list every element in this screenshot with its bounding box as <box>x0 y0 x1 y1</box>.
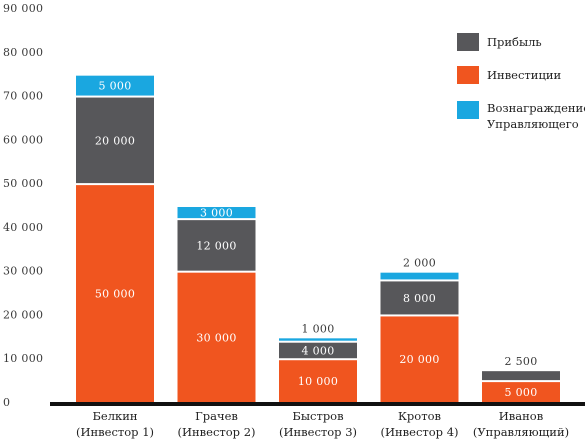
data-label: 1 000 <box>302 322 335 335</box>
legend-swatch <box>457 33 479 51</box>
data-labels-layer: 50 000 20 000 5 000 30 000 12 000 3 000 10 000… <box>95 80 538 399</box>
bar-segment <box>380 272 459 280</box>
bar-segment <box>380 316 459 402</box>
bar-segment <box>76 75 154 96</box>
legend-swatch <box>457 101 479 119</box>
y-tick-label: 90 000 <box>3 2 43 15</box>
bar-segment <box>380 281 459 315</box>
legend-label: Управляющего <box>487 117 579 131</box>
x-tick-label: Быстров <box>292 409 343 423</box>
data-label: 30 000 <box>196 331 236 344</box>
legend-label: Прибыль <box>487 35 542 49</box>
bar-segment <box>177 207 256 219</box>
bar-segment <box>279 342 357 359</box>
bar-segment <box>482 371 560 381</box>
data-label: 4 000 <box>302 344 335 357</box>
data-label: 20 000 <box>399 353 439 366</box>
x-tick-label: Иванов <box>499 409 543 423</box>
bars-layer <box>76 75 560 402</box>
data-label: 10 000 <box>298 375 338 388</box>
data-label: 8 000 <box>403 292 436 305</box>
data-label: 5 000 <box>505 386 538 399</box>
data-label: 12 000 <box>196 239 236 252</box>
data-label: 3 000 <box>200 207 233 220</box>
data-label: 2 000 <box>403 257 436 270</box>
y-axis: 0 10 000 20 000 30 000 40 000 50 000 60 000 70 … <box>3 2 43 409</box>
bar-segment <box>76 185 154 402</box>
bar-segment <box>177 272 256 402</box>
x-tick-label: (Инвестор 3) <box>279 425 357 439</box>
y-tick-label: 70 000 <box>3 90 43 103</box>
x-tick-label: (Инвестор 1) <box>76 425 154 439</box>
x-tick-label: Кротов <box>398 409 441 423</box>
x-tick-label: Грачев <box>195 409 238 423</box>
y-tick-label: 60 000 <box>3 133 43 146</box>
x-tick-label: (Управляющий) <box>473 425 569 439</box>
x-tick-label: (Инвестор 2) <box>177 425 255 439</box>
legend: Прибыль Инвестиции Вознаграждение Управляющ… <box>457 33 585 131</box>
bar-segment <box>279 360 357 402</box>
legend-swatch <box>457 66 479 84</box>
y-tick-label: 80 000 <box>3 46 43 59</box>
bar-segment <box>177 220 256 271</box>
bar-segment <box>482 382 560 402</box>
x-tick-label: Белкин <box>92 409 137 423</box>
legend-label: Вознаграждение <box>487 101 585 115</box>
y-tick-label: 50 000 <box>3 177 43 190</box>
legend-label: Инвестиции <box>487 68 562 82</box>
y-tick-label: 10 000 <box>3 352 43 365</box>
x-axis: Белкин (Инвестор 1) Грачев (Инвестор 2) Быст… <box>76 409 569 439</box>
y-tick-label: 40 000 <box>3 221 43 234</box>
bar-segment <box>279 338 357 341</box>
y-tick-label: 0 <box>3 396 10 409</box>
data-label: 5 000 <box>99 80 132 93</box>
y-tick-label: 20 000 <box>3 308 43 321</box>
data-label: 20 000 <box>95 134 135 147</box>
x-tick-label: (Инвестор 4) <box>380 425 458 439</box>
y-tick-label: 30 000 <box>3 265 43 278</box>
data-label: 50 000 <box>95 288 135 301</box>
bar-segment <box>76 97 154 184</box>
data-label: 2 500 <box>505 355 538 368</box>
